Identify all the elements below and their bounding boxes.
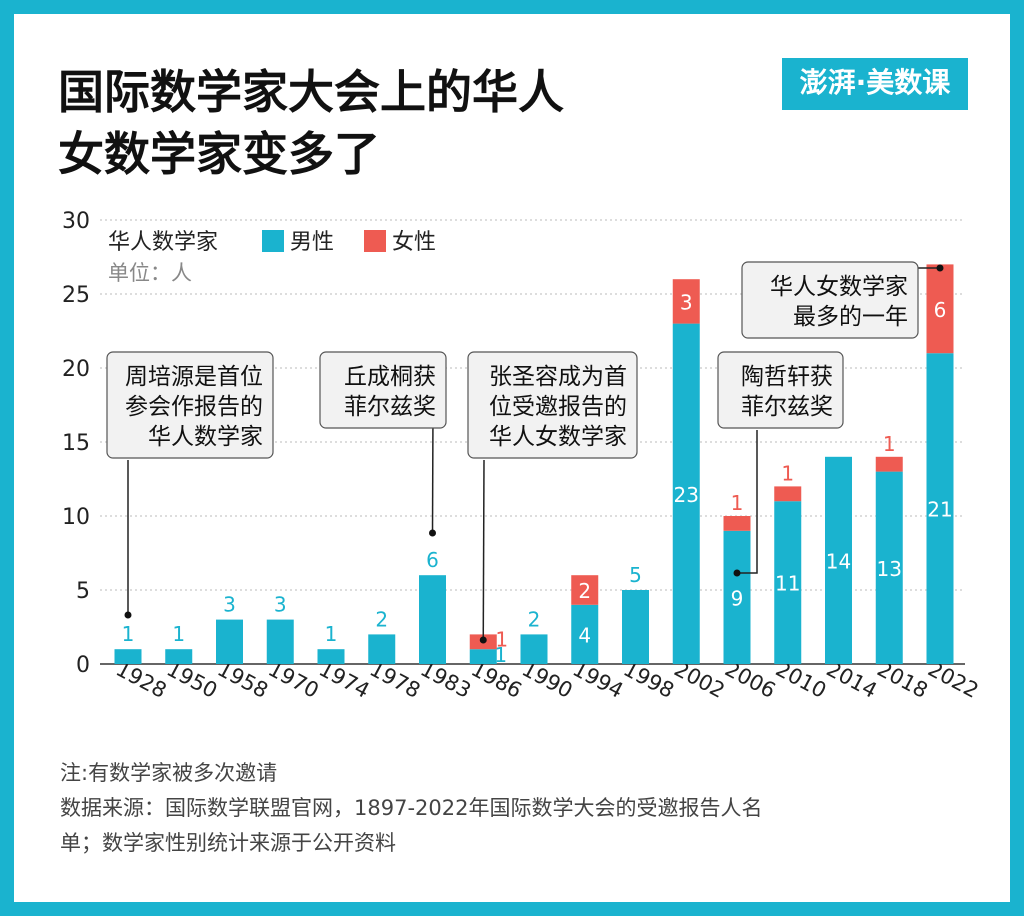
value-label: 2 <box>528 607 541 631</box>
note: 数据来源：国际数学联盟官网，1897-2022年国际数学大会的受邀报告人名 <box>60 796 762 820</box>
annotation-leader <box>737 430 758 574</box>
annotation-box <box>467 351 638 459</box>
title: 国际数学家大会上的华人 <box>58 65 564 119</box>
value-label: 1 <box>494 643 507 667</box>
bar-segment <box>622 590 649 664</box>
value-label: 11 <box>775 572 800 596</box>
value-label: 1 <box>325 622 338 646</box>
value-label: 1 <box>495 627 508 651</box>
value-label: 1 <box>122 622 135 646</box>
bar-segment <box>672 279 700 324</box>
annotation-dot <box>429 529 436 537</box>
value-label: 2 <box>375 607 388 631</box>
value-label: 13 <box>877 557 902 581</box>
value-label: 1 <box>781 461 794 485</box>
annotation-box <box>106 351 274 459</box>
legend-title: 华人数学家 <box>108 230 218 255</box>
value-label: 21 <box>927 498 952 522</box>
y-tick-label: 30 <box>62 209 90 234</box>
bar-segment <box>825 456 852 664</box>
bar-segment <box>419 575 446 664</box>
value-label: 3 <box>680 290 693 314</box>
annotation-text: 最多的一年 <box>793 304 908 330</box>
value-label: 6 <box>934 298 947 322</box>
note: 单；数学家性别统计来源于公开资料 <box>60 831 396 855</box>
value-label: 23 <box>674 483 699 507</box>
value-label: 9 <box>731 586 744 610</box>
bar-segment <box>875 456 903 472</box>
value-label: 3 <box>223 593 236 617</box>
bar-segment <box>368 634 396 664</box>
legend-label: 男性 <box>290 230 334 255</box>
value-label: 4 <box>578 623 591 647</box>
bar-segment <box>926 353 954 664</box>
bar-segment <box>317 649 345 664</box>
y-tick-label: 15 <box>62 431 90 456</box>
value-label: 1 <box>172 622 185 646</box>
annotation-box <box>741 261 919 339</box>
annotation-dot <box>124 611 132 619</box>
value-label: 6 <box>426 548 439 572</box>
y-tick-label: 20 <box>62 357 90 382</box>
value-label: 2 <box>578 579 591 603</box>
brand: 澎湃·美数课 <box>800 66 952 99</box>
bar-segment <box>114 649 142 664</box>
annotation-text: 位受邀报告的 <box>489 394 627 420</box>
annotation-leader <box>482 459 485 641</box>
value-label: 14 <box>826 549 851 573</box>
annotation-text: 华人数学家 <box>148 424 263 450</box>
value-label: 1 <box>731 491 744 515</box>
legend-swatch <box>262 230 284 252</box>
value-label: 3 <box>274 593 287 617</box>
bar-segment <box>926 264 954 354</box>
bar-segment <box>216 619 243 664</box>
annotation-text: 菲尔兹奖 <box>344 394 436 420</box>
annotation-box <box>717 351 844 429</box>
bar-segment <box>266 619 294 664</box>
bar-segment <box>469 649 497 664</box>
y-tick-label: 10 <box>62 505 90 530</box>
value-label: 1 <box>883 432 896 456</box>
unit: 单位：人 <box>108 261 192 285</box>
y-tick-label: 5 <box>76 579 90 604</box>
y-tick-label: 0 <box>76 653 90 678</box>
annotation-dot <box>479 636 487 644</box>
annotation-text: 华人女数学家 <box>489 424 627 450</box>
bar-segment <box>672 323 700 664</box>
bar-segment <box>165 649 193 664</box>
bar-segment <box>571 604 599 664</box>
annotation-box <box>319 351 447 429</box>
bar-segment <box>520 634 548 664</box>
annotation-text: 周培源是首位 <box>125 364 263 390</box>
value-label: 5 <box>629 563 642 587</box>
brand-box <box>782 58 968 110</box>
annotation-text: 张圣容成为首 <box>489 364 627 390</box>
bar-segment <box>875 471 903 664</box>
title: 女数学家变多了 <box>58 127 380 181</box>
annotation-text: 参会作报告的 <box>125 394 263 420</box>
legend-label: 女性 <box>392 230 436 255</box>
bar-segment <box>723 516 751 531</box>
annotation-dot <box>733 569 741 577</box>
note: 注:有数学家被多次邀请 <box>60 761 277 785</box>
bar-segment <box>723 530 751 664</box>
bar-segment <box>774 501 802 664</box>
bar-segment <box>571 575 599 605</box>
annotation-text: 华人女数学家 <box>770 274 908 300</box>
annotation-dot <box>936 264 944 272</box>
y-tick-label: 25 <box>62 283 90 308</box>
bar-segment <box>774 486 802 502</box>
annotation-text: 菲尔兹奖 <box>741 394 833 420</box>
annotation-leader <box>431 409 434 534</box>
annotation-text: 丘成桐获 <box>344 364 436 390</box>
legend-swatch <box>364 230 386 252</box>
annotation-text: 陶哲轩获 <box>741 364 833 390</box>
